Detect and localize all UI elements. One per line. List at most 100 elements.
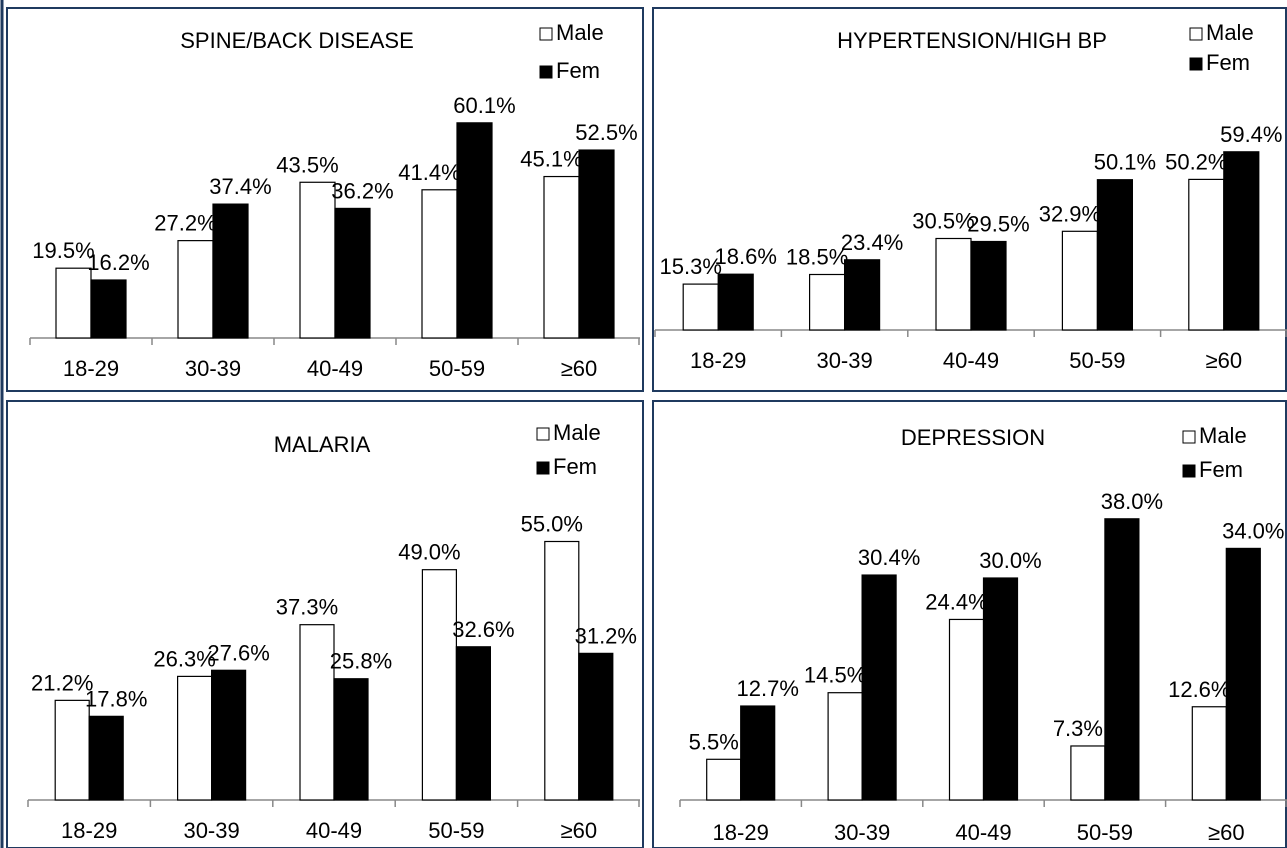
data-label-male: 43.5% xyxy=(276,152,338,177)
bar-male xyxy=(299,624,335,801)
data-label-male: 37.3% xyxy=(276,595,338,620)
data-label-male: 14.5% xyxy=(804,663,866,688)
legend-label-fem: Fem xyxy=(1199,457,1243,482)
bar-male xyxy=(935,237,972,331)
bar-fem xyxy=(1223,151,1260,331)
panel-border-hypertension xyxy=(652,7,1287,392)
x-tick-label: 40-49 xyxy=(955,820,1011,845)
data-label-fem: 17.8% xyxy=(85,686,147,711)
data-label-fem: 29.5% xyxy=(967,212,1029,237)
bar-male xyxy=(808,273,846,331)
data-label-male: 5.5% xyxy=(689,729,739,754)
data-label-male: 7.3% xyxy=(1053,716,1103,741)
data-label-male: 45.1% xyxy=(520,147,582,172)
panel-border-depression xyxy=(652,400,1287,848)
bar-male xyxy=(948,618,985,801)
legend-label-male: Male xyxy=(1199,423,1247,448)
chart-title: SPINE/BACK DISEASE xyxy=(180,28,414,53)
data-label-male: 32.9% xyxy=(1039,201,1101,226)
x-tick-label: 30-39 xyxy=(185,356,241,381)
bar-male xyxy=(421,189,458,339)
x-tick-label: 18-29 xyxy=(63,356,119,381)
data-label-fem: 27.6% xyxy=(207,640,269,665)
bar-fem xyxy=(578,652,614,801)
data-label-male: 41.4% xyxy=(398,160,460,185)
bar-male xyxy=(177,675,213,801)
bar-fem xyxy=(1225,547,1261,801)
legend-swatch-male xyxy=(536,427,550,441)
bar-fem xyxy=(333,678,369,801)
x-tick-label: 50-59 xyxy=(1069,348,1125,373)
data-label-fem: 25.8% xyxy=(330,649,392,674)
legend-label-male: Male xyxy=(553,420,601,445)
chart-malaria: MALARIA MaleFem18-2921.2%17.8%30-3926.3%2… xyxy=(27,420,640,843)
x-tick-label: 30-39 xyxy=(183,818,239,843)
x-tick-label: 18-29 xyxy=(713,820,769,845)
bar-fem xyxy=(843,259,881,331)
bar-male xyxy=(299,181,336,339)
data-label-fem: 30.0% xyxy=(979,548,1041,573)
bar-fem xyxy=(88,715,124,801)
bar-male xyxy=(55,267,92,339)
data-label-fem: 60.1% xyxy=(453,93,515,118)
bar-fem xyxy=(334,207,371,339)
bar-male xyxy=(543,175,580,339)
x-tick-label: 18-29 xyxy=(61,818,117,843)
bar-fem xyxy=(861,574,897,801)
x-tick-label: ≥60 xyxy=(1206,348,1243,373)
data-label-male: 12.6% xyxy=(1168,677,1230,702)
data-label-male: 50.2% xyxy=(1165,149,1227,174)
bar-fem xyxy=(455,646,491,801)
bar-fem xyxy=(1096,179,1134,331)
legend-label-fem: Fem xyxy=(553,454,597,479)
bar-fem xyxy=(740,705,776,801)
x-tick-label: ≥60 xyxy=(561,356,598,381)
bar-male xyxy=(827,692,863,801)
x-tick-label: ≥60 xyxy=(1208,820,1245,845)
bar-male xyxy=(1188,178,1225,331)
data-label-fem: 38.0% xyxy=(1101,489,1163,514)
bar-male xyxy=(706,758,742,801)
data-label-fem: 34.0% xyxy=(1222,518,1284,543)
data-label-fem: 12.7% xyxy=(737,676,799,701)
x-tick-label: 30-39 xyxy=(816,348,872,373)
bar-fem xyxy=(212,203,249,339)
legend-swatch-fem xyxy=(539,65,553,79)
data-label-male: 18.5% xyxy=(786,245,848,270)
chart-title: MALARIA xyxy=(274,432,371,457)
chart-hypertension: HYPERTENSION/HIGH BP MaleFem18-2915.3%18.… xyxy=(654,20,1287,373)
data-label-fem: 32.6% xyxy=(452,617,514,642)
bar-fem xyxy=(211,669,247,801)
bar-male xyxy=(1191,706,1227,801)
data-label-fem: 52.5% xyxy=(575,120,637,145)
legend-swatch-male xyxy=(1189,27,1203,41)
legend-swatch-fem xyxy=(536,461,550,475)
x-tick-label: 50-59 xyxy=(1077,820,1133,845)
x-tick-label: 40-49 xyxy=(943,348,999,373)
bar-fem xyxy=(578,149,615,339)
panel-border-malaria xyxy=(6,400,644,848)
data-label-fem: 31.2% xyxy=(575,623,637,648)
bar-male xyxy=(1070,745,1106,801)
x-tick-label: 18-29 xyxy=(690,348,746,373)
data-label-fem: 37.4% xyxy=(209,174,271,199)
data-label-male: 49.0% xyxy=(398,540,460,565)
chart-title: HYPERTENSION/HIGH BP xyxy=(837,28,1107,53)
data-label-male: 27.2% xyxy=(154,211,216,236)
data-label-fem: 23.4% xyxy=(841,230,903,255)
bar-male xyxy=(421,569,457,801)
legend-label-fem: Fem xyxy=(556,58,600,83)
x-tick-label: ≥60 xyxy=(561,818,598,843)
x-tick-label: 40-49 xyxy=(307,356,363,381)
bar-fem xyxy=(1104,518,1140,801)
bar-male xyxy=(1061,230,1099,331)
data-label-fem: 36.2% xyxy=(331,178,393,203)
bar-male xyxy=(544,540,580,801)
data-label-male: 26.3% xyxy=(153,646,215,671)
data-label-fem: 50.1% xyxy=(1094,150,1156,175)
x-tick-label: 40-49 xyxy=(306,818,362,843)
data-label-fem: 16.2% xyxy=(87,250,149,275)
legend-swatch-fem xyxy=(1182,464,1196,478)
bar-fem xyxy=(717,273,754,331)
legend-swatch-male xyxy=(1182,430,1196,444)
